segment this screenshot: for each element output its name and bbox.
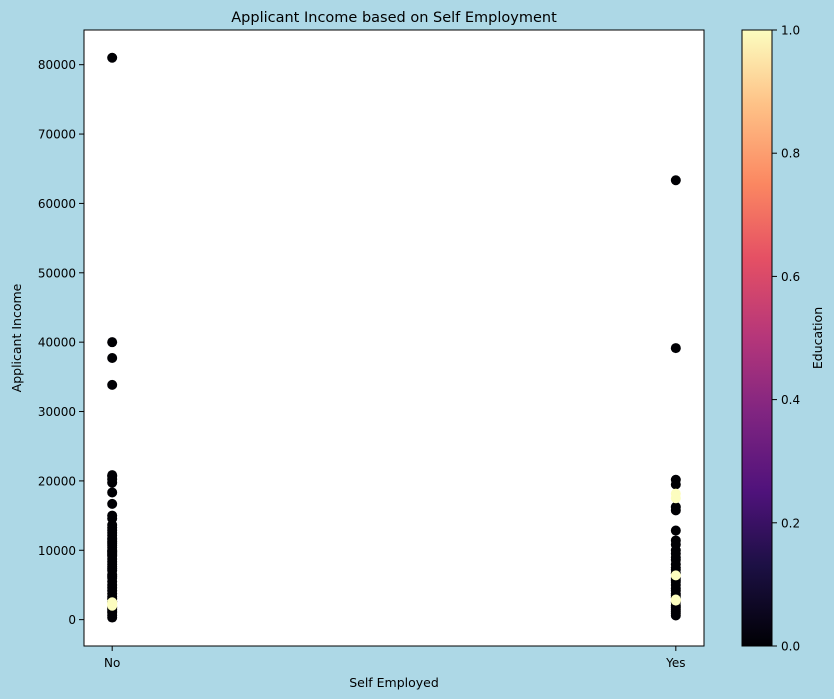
colorbar-ticks: 0.0 0.2 0.4 0.6 0.8 1.0 — [772, 24, 800, 654]
y-axis-label: Applicant Income — [9, 283, 24, 392]
data-point — [107, 379, 118, 390]
scatter-points — [107, 52, 681, 623]
x-axis-ticks: No Yes — [104, 646, 686, 670]
data-point — [670, 525, 681, 536]
data-point — [670, 479, 681, 490]
data-point — [107, 600, 118, 611]
data-point — [107, 477, 118, 488]
y-tick-label: 60000 — [38, 197, 76, 211]
data-point — [107, 337, 118, 348]
y-axis-ticks: 0 10000 20000 30000 40000 50000 60000 70000 8000… — [38, 58, 84, 627]
x-tick-label: Yes — [665, 656, 685, 670]
colorbar — [741, 29, 773, 647]
x-tick-label: No — [104, 656, 120, 670]
y-tick-label: 50000 — [38, 266, 76, 280]
plot-area — [84, 30, 704, 646]
y-tick-label: 80000 — [38, 58, 76, 72]
y-tick-label: 10000 — [38, 544, 76, 558]
colorbar-tick-label: 1.0 — [781, 24, 800, 38]
data-point — [670, 570, 681, 581]
x-axis-label: Self Employed — [349, 675, 439, 690]
colorbar-tick-label: 0.2 — [781, 516, 800, 530]
data-point — [107, 498, 118, 509]
data-point — [107, 352, 118, 363]
colorbar-tick-label: 0.6 — [781, 270, 800, 284]
colorbar-tick-label: 0.0 — [781, 640, 800, 654]
data-point — [670, 595, 681, 606]
data-point — [670, 610, 681, 621]
data-point — [670, 493, 681, 504]
data-point — [107, 52, 118, 63]
y-tick-label: 30000 — [38, 405, 76, 419]
chart-title: Applicant Income based on Self Employmen… — [231, 10, 557, 26]
y-tick-label: 20000 — [38, 474, 76, 488]
colorbar-label: Education — [810, 307, 825, 369]
data-point — [107, 487, 118, 498]
y-tick-label: 40000 — [38, 336, 76, 350]
colorbar-tick-label: 0.4 — [781, 393, 800, 407]
data-point — [670, 505, 681, 516]
plot-frame — [83, 29, 705, 647]
y-tick-label: 70000 — [38, 128, 76, 142]
data-point — [670, 175, 681, 186]
data-point — [670, 343, 681, 354]
colorbar-tick-label: 0.8 — [781, 147, 800, 161]
data-point — [107, 612, 118, 623]
y-tick-label: 0 — [68, 613, 76, 627]
